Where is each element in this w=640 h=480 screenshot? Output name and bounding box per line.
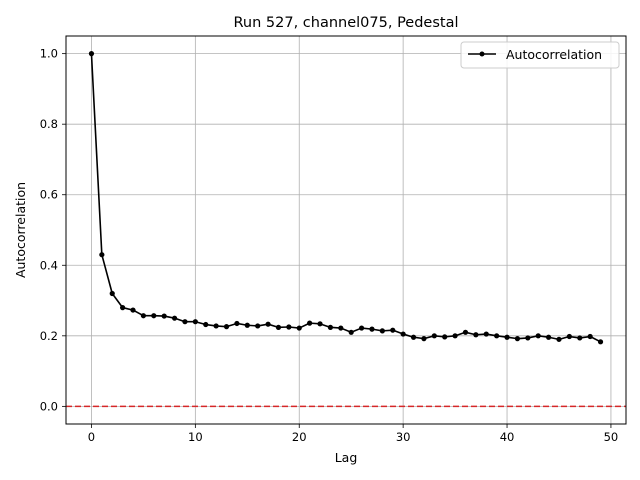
y-tick-label: 1.0 (40, 47, 58, 61)
data-point (358, 325, 365, 331)
plot-area (66, 36, 626, 424)
data-point (421, 336, 427, 342)
data-point (140, 313, 147, 319)
data-point (566, 333, 572, 340)
data-point (286, 324, 292, 330)
data-point (452, 333, 458, 339)
series-group (88, 51, 604, 345)
data-point (597, 339, 604, 345)
data-point (431, 333, 437, 339)
data-point (244, 322, 250, 328)
data-point (192, 319, 198, 325)
data-point (203, 321, 209, 328)
data-point (577, 335, 583, 341)
data-point (525, 335, 531, 341)
data-point (379, 328, 385, 334)
data-point (307, 320, 313, 326)
x-axis-label: Lag (335, 450, 358, 465)
data-point (99, 252, 105, 258)
data-point (130, 307, 136, 313)
data-point (535, 333, 541, 339)
x-tick-label: 40 (500, 430, 515, 444)
legend-box (460, 41, 620, 69)
y-tick-label: 0.8 (40, 117, 58, 131)
y-tick-label: 0.2 (40, 329, 58, 343)
data-point (88, 51, 95, 57)
data-point (255, 323, 261, 329)
data-point (348, 329, 354, 335)
data-point (317, 321, 323, 327)
data-point (556, 336, 562, 342)
x-tick-label: 20 (292, 430, 307, 444)
y-tick-label: 0.4 (40, 258, 58, 272)
data-point (410, 334, 417, 340)
data-point (514, 336, 521, 342)
data-point (296, 325, 302, 331)
data-point (275, 324, 282, 330)
data-point (151, 313, 157, 319)
legend-label: Autocorrelation (506, 47, 602, 62)
y-axis-label: Autocorrelation (13, 182, 28, 278)
data-point (161, 313, 167, 319)
data-point (213, 323, 219, 329)
x-tick-label: 50 (604, 430, 619, 444)
data-point (120, 305, 126, 311)
x-tick-label: 30 (396, 430, 411, 444)
data-point (545, 334, 552, 340)
data-point (504, 334, 510, 340)
legend-marker-swatch (479, 51, 485, 57)
data-point (171, 315, 178, 321)
x-tick-label: 10 (188, 430, 203, 444)
axis-ticks: 0 10 20 30 40 50 0.0 0.2 0.4 0.6 0.8 1.0 (40, 47, 619, 444)
plot-frame (65, 35, 627, 425)
data-point (338, 325, 344, 331)
data-point (400, 331, 406, 337)
data-point (369, 326, 375, 332)
y-tick-label: 0.0 (40, 399, 58, 413)
data-point (234, 320, 240, 327)
data-point (483, 331, 489, 337)
data-point (390, 327, 396, 333)
data-point (223, 324, 230, 330)
chart-title: Run 527, channel075, Pedestal (233, 15, 458, 31)
data-point (473, 332, 479, 338)
data-point (182, 319, 188, 325)
data-point (462, 329, 469, 335)
data-point (109, 290, 115, 297)
grid-lines (66, 36, 626, 424)
data-point (494, 333, 500, 339)
legend: Autocorrelation (460, 41, 620, 69)
x-tick-label: 0 (88, 430, 95, 444)
y-tick-label: 0.6 (40, 188, 58, 202)
data-point (442, 334, 448, 340)
data-point (265, 321, 271, 327)
data-point (587, 333, 593, 340)
data-point (327, 324, 334, 330)
